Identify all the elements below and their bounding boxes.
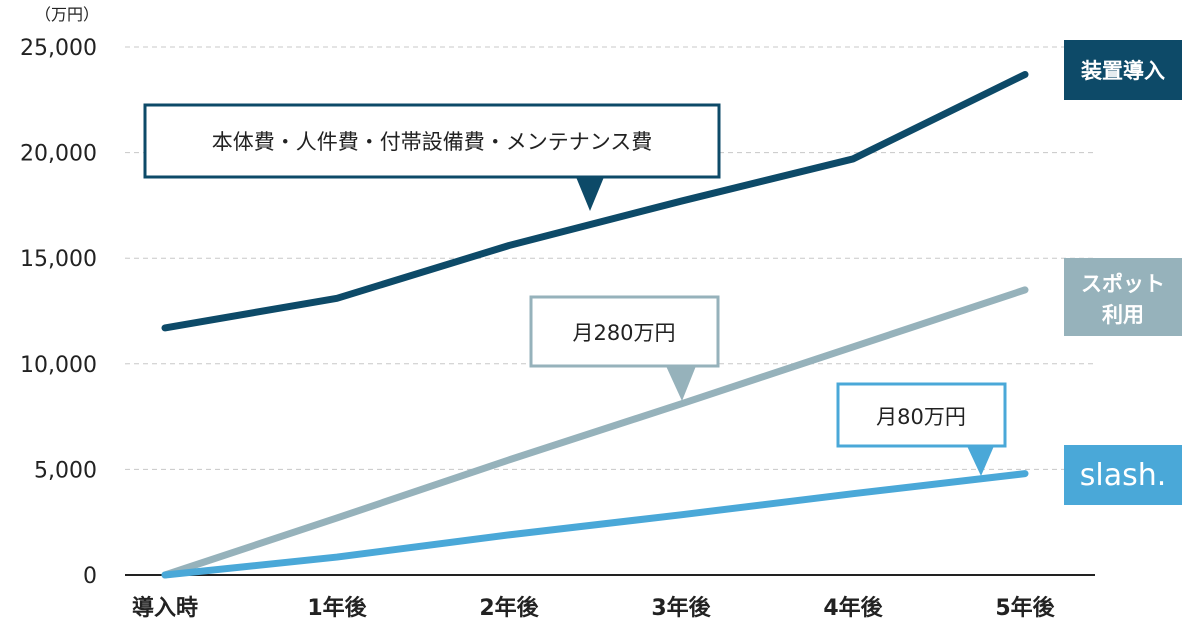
- tag-spot-box: [1064, 258, 1182, 336]
- callout-slash-box: [836, 382, 1007, 448]
- y-axis-ticks: 0 5,000 10,000 15,000 20,000 25,000: [20, 36, 97, 589]
- callout-slash-text: 月80万円: [876, 405, 966, 429]
- series-line-0: [161, 70, 1029, 332]
- x-axis-ticks: 導入時 1年後 2年後 3年後 4年後 5年後: [132, 595, 1056, 621]
- x-tick-label: 導入時: [132, 595, 198, 621]
- tag-equipment-text: 装置導入: [1081, 59, 1165, 83]
- callout-slash: 月80万円: [836, 382, 1007, 476]
- y-tick-label: 0: [83, 564, 97, 589]
- callout-spot-text: 月280万円: [572, 321, 675, 345]
- tag-slash: slash.: [1064, 445, 1182, 505]
- callout-equipment-text: 本体費・人件費・付帯設備費・メンテナンス費: [212, 130, 653, 154]
- series-line-2: [161, 470, 1029, 579]
- series-line-1: [161, 286, 1029, 579]
- x-tick-label: 2年後: [479, 595, 539, 621]
- y-tick-label: 20,000: [20, 142, 97, 167]
- callout-slash-pointer: [967, 446, 994, 476]
- tag-equipment: 装置導入: [1064, 40, 1182, 100]
- tag-spot-text-line2: 利用: [1102, 303, 1144, 327]
- x-tick-label: 1年後: [307, 595, 367, 621]
- tag-spot-text-line1: スポット: [1081, 272, 1165, 296]
- y-unit-label: （万円）: [35, 5, 99, 24]
- callout-spot-box: [529, 295, 720, 368]
- tag-slash-text: slash.: [1080, 458, 1167, 493]
- y-tick-label: 25,000: [20, 36, 97, 61]
- callout-equipment-pointer: [576, 177, 604, 211]
- tag-slash-box: [1064, 445, 1182, 505]
- callout-spot-pointer: [666, 366, 696, 401]
- y-tick-label: 5,000: [34, 458, 97, 483]
- tag-spot: スポット 利用: [1064, 258, 1182, 336]
- callout-spot: 月280万円: [529, 295, 720, 401]
- x-tick-label: 3年後: [651, 595, 711, 621]
- series-lines: [161, 70, 1029, 579]
- x-tick-label: 5年後: [995, 595, 1055, 621]
- y-tick-label: 15,000: [20, 247, 97, 272]
- callout-equipment-box: [143, 103, 721, 179]
- tag-equipment-box: [1064, 40, 1182, 100]
- y-tick-label: 10,000: [20, 353, 97, 378]
- callout-equipment: 本体費・人件費・付帯設備費・メンテナンス費: [143, 103, 721, 211]
- x-tick-label: 4年後: [823, 595, 883, 621]
